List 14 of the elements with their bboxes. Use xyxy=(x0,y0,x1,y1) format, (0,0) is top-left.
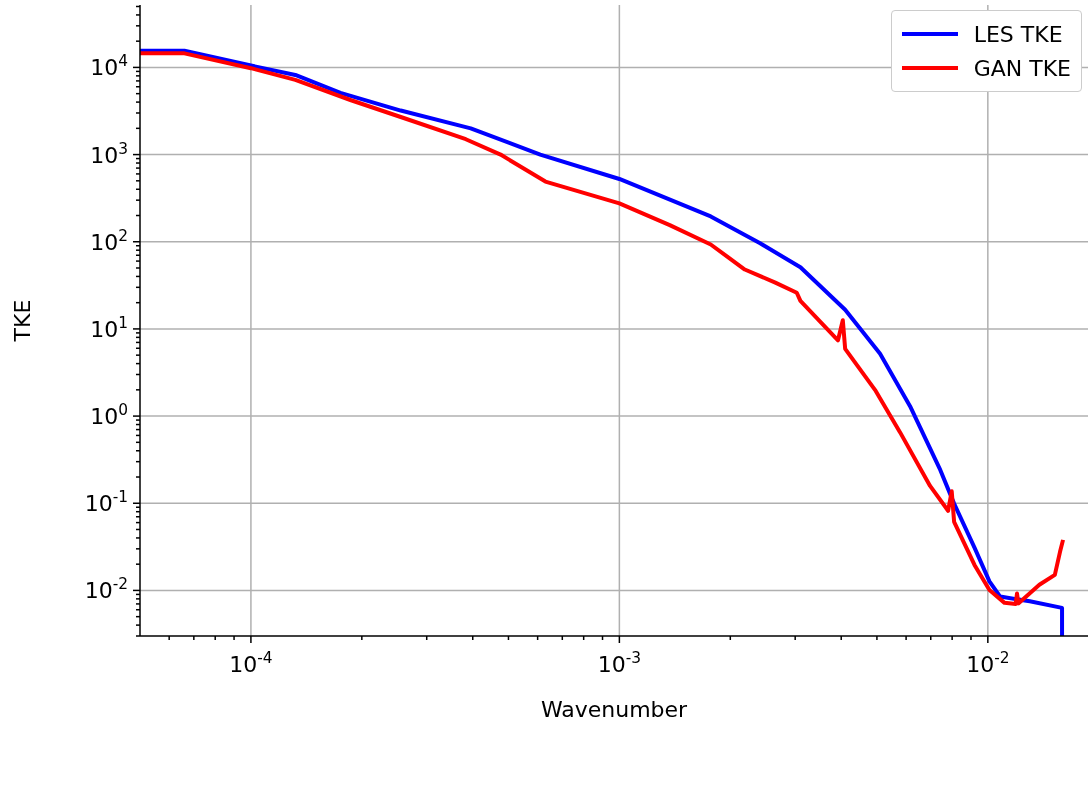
y-tick-label: 10$^{4}$ xyxy=(90,52,128,81)
y-tick-label: 10$^{0}$ xyxy=(90,401,128,430)
x-tick-label: 10$^{-2}$ xyxy=(966,649,1010,677)
x-axis-title: Wavenumber xyxy=(540,697,689,722)
x-tick-label: 10$^{-4}$ xyxy=(229,649,273,677)
x-tick-label: 10$^{-3}$ xyxy=(597,649,642,677)
y-tick-label: 10$^{2}$ xyxy=(90,226,128,255)
legend-label: GAN TKE xyxy=(973,55,1071,81)
y-axis-title: TKE xyxy=(9,299,35,343)
y-tick-label: 10$^{-2}$ xyxy=(84,575,128,604)
y-tick-label: 10$^{-1}$ xyxy=(84,488,128,517)
y-tick-label: 10$^{1}$ xyxy=(90,313,128,342)
y-tick-label: 10$^{3}$ xyxy=(90,139,128,168)
legend-label: LES TKE xyxy=(973,21,1063,47)
